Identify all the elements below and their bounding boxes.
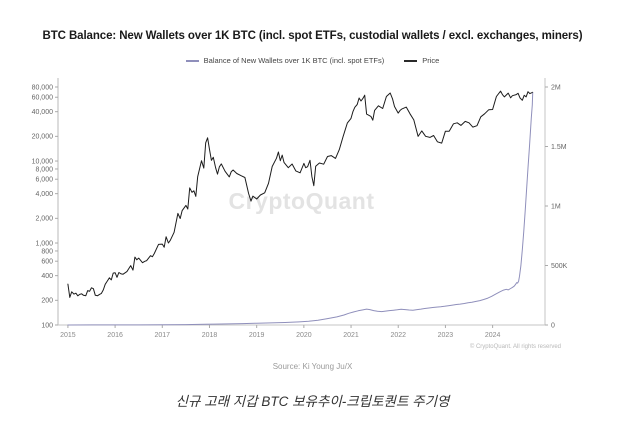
right-axis-tick-label: 500K — [551, 263, 568, 270]
left-axis-tick-label: 800 — [41, 248, 53, 255]
legend-label: Balance of New Wallets over 1K BTC (incl… — [203, 56, 385, 65]
source-note: Source: Ki Young Ju/X — [272, 362, 353, 371]
left-axis-tick-label: 600 — [41, 259, 53, 266]
x-axis-tick-label: 2016 — [107, 332, 123, 339]
legend-item-price: Price — [404, 56, 439, 65]
x-axis-tick-label: 2020 — [296, 332, 312, 339]
left-axis-tick-label: 4,000 — [35, 191, 53, 198]
series-line-balance — [67, 92, 534, 326]
right-axis-tick-label: 0 — [551, 322, 555, 329]
chart-legend: Balance of New Wallets over 1K BTC (incl… — [0, 56, 625, 65]
series-line-price — [67, 90, 534, 298]
right-axis-tick-label: 1M — [551, 203, 561, 210]
right-axis-tick-label: 2M — [551, 84, 561, 91]
caption-korean: 신규 고래 지갑 BTC 보유추이-크립토퀀트 주기영 — [175, 394, 450, 409]
left-axis-tick-label: 2,000 — [35, 216, 53, 223]
right-axis-tick-label: 1.5M — [551, 144, 567, 151]
left-axis-tick-label: 8,000 — [35, 166, 53, 173]
x-axis-tick-label: 2015 — [60, 332, 76, 339]
left-axis-tick-label: 400 — [41, 273, 53, 280]
x-axis-tick-label: 2023 — [438, 332, 454, 339]
legend-label: Price — [422, 56, 440, 65]
left-axis-tick-label: 100 — [41, 322, 53, 329]
left-axis-tick-label: 20,000 — [32, 134, 54, 141]
left-axis-tick-label: 60,000 — [32, 95, 54, 102]
left-axis-tick-label: 10,000 — [32, 158, 54, 165]
left-axis-tick-label: 200 — [41, 298, 53, 305]
legend-dash-icon — [185, 59, 199, 62]
x-axis-tick-label: 2022 — [390, 332, 406, 339]
left-axis-tick-label: 1,000 — [35, 240, 53, 247]
left-axis-tick-label: 80,000 — [32, 84, 54, 91]
x-axis-tick-label: 2017 — [155, 332, 171, 339]
copyright-note: © CryptoQuant. All rights reserved — [469, 344, 561, 350]
x-axis-tick-label: 2018 — [202, 332, 218, 339]
legend-dash-icon — [404, 59, 418, 62]
chart-title: BTC Balance: New Wallets over 1K BTC (in… — [42, 30, 583, 42]
left-axis-tick-label: 6,000 — [35, 177, 53, 184]
x-axis-tick-label: 2021 — [343, 332, 359, 339]
x-axis-tick-label: 2024 — [485, 332, 501, 339]
legend-item-balance: Balance of New Wallets over 1K BTC (incl… — [185, 56, 385, 65]
left-axis-tick-label: 40,000 — [32, 109, 54, 116]
x-axis-tick-label: 2019 — [249, 332, 265, 339]
